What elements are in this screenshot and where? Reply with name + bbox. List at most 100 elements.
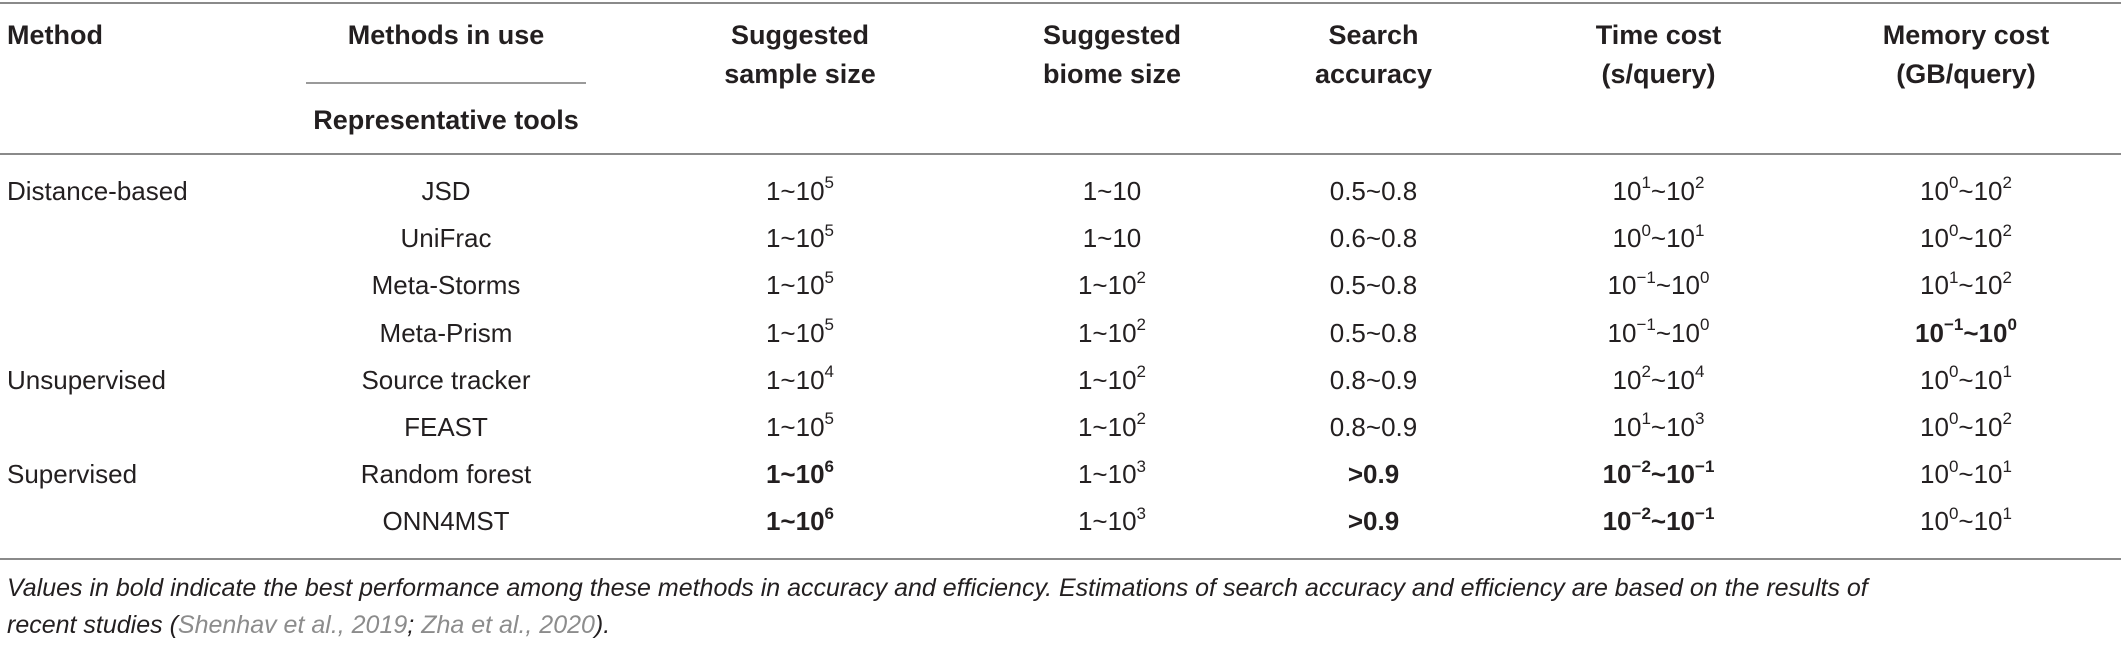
sample-size-exponent: 5 xyxy=(824,267,835,287)
biome-size-exponent: 2 xyxy=(1136,267,1147,287)
sample-size-base: 1~10 xyxy=(765,506,825,537)
biome-size-exponent: 3 xyxy=(1136,456,1147,476)
memory-upper-base: ~10 xyxy=(1958,364,2003,395)
biome-size-base: 1~10 xyxy=(1077,459,1137,490)
memory-upper-exponent: 2 xyxy=(2002,267,2012,287)
cell-method xyxy=(0,262,275,309)
memory-lower-exponent: 0 xyxy=(1948,409,1959,429)
time-lower-base: 10 xyxy=(1602,459,1632,490)
top-rule xyxy=(0,2,2121,4)
memory-lower-base: 10 xyxy=(1920,223,1949,254)
biome-size-exponent: 2 xyxy=(1136,362,1147,382)
time-lower-exponent: −1 xyxy=(1636,267,1656,287)
biome-size-exponent: 2 xyxy=(1136,315,1147,334)
memory-lower-exponent: 0 xyxy=(1948,220,1959,240)
time-upper-exponent: 3 xyxy=(1695,409,1705,429)
sample-size-exponent: 5 xyxy=(824,220,835,240)
cell-sample-size: 1~104 xyxy=(617,357,983,404)
header-sample-size-line1: Suggested xyxy=(730,20,870,50)
cell-time-cost: 101~103 xyxy=(1506,404,1811,451)
cell-search-accuracy: 0.5~0.8 xyxy=(1329,176,1418,207)
time-lower-exponent: −1 xyxy=(1636,315,1656,334)
table-row: UniFrac 1~105 1~10 0.6~0.8 100~101 100~102 xyxy=(0,215,2121,262)
time-lower-base: 10 xyxy=(1602,506,1632,537)
time-upper-exponent: 1 xyxy=(1695,220,1705,240)
table-row: Distance-based JSD 1~105 1~10 0.5~0.8 101~102… xyxy=(0,168,2121,215)
cell-sample-size: 1~105 xyxy=(617,262,983,309)
footnote-line2-prefix: recent studies ( xyxy=(7,611,178,639)
header-bottom-rule xyxy=(0,153,2121,155)
cell-time-cost: 101~102 xyxy=(1506,168,1811,215)
cell-method xyxy=(0,310,275,357)
cell-memory-cost: 100~102 xyxy=(1811,404,2121,451)
time-lower-base: 10 xyxy=(1612,176,1642,207)
memory-upper-exponent: 1 xyxy=(2002,456,2012,476)
cell-tool: Meta-Storms xyxy=(371,270,521,301)
memory-upper-base: ~10 xyxy=(1958,176,2003,207)
table-row: Meta-Prism 1~105 1~102 0.5~0.8 10−1~100 10−1~… xyxy=(0,310,2121,357)
time-lower-exponent: 1 xyxy=(1641,409,1651,429)
memory-lower-base: 10 xyxy=(1920,506,1949,537)
cell-method xyxy=(0,215,275,262)
biome-size-exponent: 2 xyxy=(1136,409,1147,429)
time-upper-base: ~10 xyxy=(1655,270,1700,301)
citation-zha[interactable]: Zha et al., 2020 xyxy=(421,611,595,639)
header-representative-tools: Representative tools xyxy=(313,105,579,135)
footnote-separator: ; xyxy=(407,611,422,639)
cell-biome-size: 1~10 xyxy=(983,168,1241,215)
memory-lower-base: 10 xyxy=(1920,459,1949,490)
biome-size-base: 1~10 xyxy=(1077,364,1137,395)
sample-size-exponent: 4 xyxy=(824,362,835,382)
sample-size-exponent: 5 xyxy=(824,409,835,429)
cell-time-cost: 10−2~10−1 xyxy=(1506,498,1811,545)
memory-lower-base: 10 xyxy=(1915,317,1944,348)
time-lower-exponent: 1 xyxy=(1641,173,1651,193)
time-lower-base: 10 xyxy=(1607,270,1637,301)
cell-time-cost: 100~101 xyxy=(1506,215,1811,262)
cell-memory-cost: 100~102 xyxy=(1811,215,2121,262)
data-table: Distance-based JSD 1~105 1~10 0.5~0.8 101~102… xyxy=(0,168,2121,546)
memory-upper-base: ~10 xyxy=(1958,506,2003,537)
time-lower-exponent: 2 xyxy=(1641,362,1651,382)
time-upper-exponent: 0 xyxy=(1699,267,1710,287)
biome-size-base: 1~10 xyxy=(1077,506,1137,537)
biome-size-exponent: 3 xyxy=(1136,503,1147,523)
time-upper-base: ~10 xyxy=(1650,223,1696,254)
cell-time-cost: 10−1~100 xyxy=(1506,310,1811,357)
sample-size-exponent: 6 xyxy=(824,456,835,476)
cell-time-cost: 10−2~10−1 xyxy=(1506,451,1811,498)
cell-tool: UniFrac xyxy=(400,223,492,254)
header-subrule xyxy=(306,82,586,84)
time-upper-exponent: 4 xyxy=(1695,362,1705,382)
time-lower-base: 10 xyxy=(1612,412,1642,443)
footnote-line1: Values in bold indicate the best perform… xyxy=(7,574,1868,602)
header-memory-line1: Memory cost xyxy=(1882,20,2050,50)
biome-size-base: 1~10 xyxy=(1077,270,1137,301)
cell-tool: ONN4MST xyxy=(382,506,510,537)
memory-upper-base: ~10 xyxy=(1958,412,2003,443)
cell-search-accuracy: >0.9 xyxy=(1347,459,1400,490)
time-upper-exponent: −1 xyxy=(1695,503,1715,523)
cell-method xyxy=(0,404,275,451)
header-biome-size: Suggested biome size xyxy=(983,16,1241,94)
memory-upper-exponent: 2 xyxy=(2002,409,2012,429)
cell-memory-cost: 100~102 xyxy=(1811,168,2121,215)
memory-lower-base: 10 xyxy=(1920,270,1949,301)
time-upper-base: ~10 xyxy=(1655,317,1700,348)
sample-size-base: 1~10 xyxy=(765,176,825,207)
sample-size-exponent: 6 xyxy=(824,503,835,523)
sample-size-exponent: 5 xyxy=(824,173,835,193)
memory-lower-exponent: −1 xyxy=(1943,315,1964,334)
cell-memory-cost: 101~102 xyxy=(1811,262,2121,309)
cell-method xyxy=(0,498,275,545)
cell-sample-size: 1~105 xyxy=(617,168,983,215)
time-upper-base: ~10 xyxy=(1650,506,1696,537)
table-row: Supervised Random forest 1~106 1~103 >0.9 10−… xyxy=(0,451,2121,498)
header-accuracy-line1: Search xyxy=(1328,20,1419,50)
cell-sample-size: 1~106 xyxy=(617,498,983,545)
cell-tool: FEAST xyxy=(404,412,488,443)
citation-shenhav[interactable]: Shenhav et al., 2019 xyxy=(177,611,408,639)
cell-method: Unsupervised xyxy=(7,364,166,395)
cell-tool: Meta-Prism xyxy=(379,317,513,348)
